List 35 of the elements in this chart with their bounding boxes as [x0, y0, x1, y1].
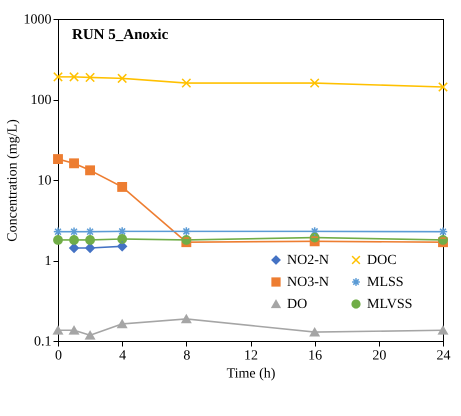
x-tick-label: 16 — [308, 348, 322, 364]
legend-label: MLVSS — [367, 297, 412, 312]
legend-label: NO2-N — [287, 253, 329, 268]
point — [438, 226, 448, 237]
point — [53, 72, 63, 82]
legend-label: NO3-N — [287, 275, 329, 290]
x-tick-label: 24 — [436, 348, 450, 364]
text: RUN 5_Anoxic — [72, 27, 169, 43]
legend-label: MLSS — [367, 275, 404, 290]
x-tick-label: 8 — [183, 348, 190, 364]
point — [310, 78, 320, 88]
y-tick-label: 1 — [44, 254, 52, 269]
point — [53, 226, 63, 237]
y-tick-label: 0.1 — [34, 334, 52, 350]
legend-label: DO — [287, 297, 308, 312]
x-tick-label: 20 — [372, 348, 386, 364]
x-tick-label: 4 — [119, 348, 126, 364]
point — [117, 73, 128, 84]
point — [69, 226, 79, 237]
y-tick-label: 100 — [30, 93, 52, 108]
y-tick-label: 10 — [38, 174, 52, 188]
x-tick-label: 12 — [244, 348, 258, 364]
point — [181, 226, 192, 236]
y-tick-label: 1000 — [24, 12, 52, 28]
legend-label: DOC — [367, 253, 397, 268]
point — [117, 226, 128, 236]
point — [438, 82, 448, 92]
point — [85, 226, 96, 237]
x-tick-label: 0 — [55, 348, 62, 364]
x-axis-title: Time (h) — [226, 366, 276, 382]
y-axis-title: Concentration (mg/L) — [6, 118, 20, 242]
point — [85, 72, 96, 82]
point — [310, 226, 320, 236]
point — [181, 78, 192, 88]
point — [69, 72, 79, 82]
